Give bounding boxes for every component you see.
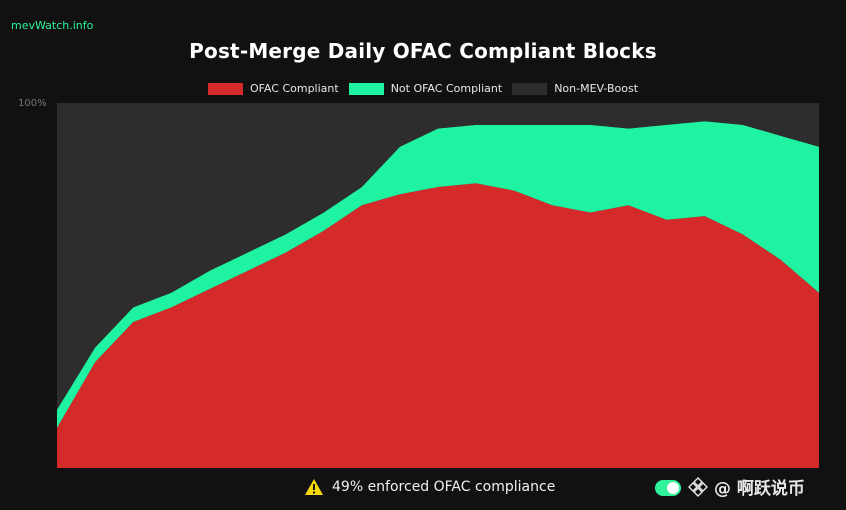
area-series-not-ofac-compliant[interactable] [57,121,819,428]
legend-item-not-ofac[interactable]: Not OFAC Compliant [348,82,503,95]
compliance-footer: 49% enforced OFAC compliance [304,478,555,496]
y-tick-label-100: 100% [18,98,47,109]
area-series-non-mev-boost[interactable] [57,103,819,410]
area-series-ofac-compliant[interactable] [57,183,819,469]
watermark-logo-icon [688,476,708,497]
theme-toggle[interactable] [655,480,681,496]
legend-swatch-not-ofac [348,82,384,95]
legend-label-ofac: OFAC Compliant [249,82,339,95]
plot-area [57,103,819,469]
legend-label-non-mev: Non-MEV-Boost [554,82,639,95]
legend-swatch-ofac [207,82,243,95]
chart-legend: OFAC Compliant Not OFAC Compliant Non-ME… [0,82,846,95]
legend-swatch-non-mev [512,82,548,95]
compliance-text: 49% enforced OFAC compliance [332,479,556,495]
watermark: @ 啊跃说币 [688,474,805,499]
watermark-text: @ 啊跃说币 [714,479,805,499]
warning-icon [305,479,323,495]
brand-link[interactable]: mevWatch.info [11,19,94,32]
legend-item-ofac[interactable]: OFAC Compliant [207,82,339,95]
legend-item-non-mev[interactable]: Non-MEV-Boost [512,82,638,95]
legend-label-not-ofac: Not OFAC Compliant [390,82,503,95]
chart-title: Post-Merge Daily OFAC Compliant Blocks [189,39,657,63]
